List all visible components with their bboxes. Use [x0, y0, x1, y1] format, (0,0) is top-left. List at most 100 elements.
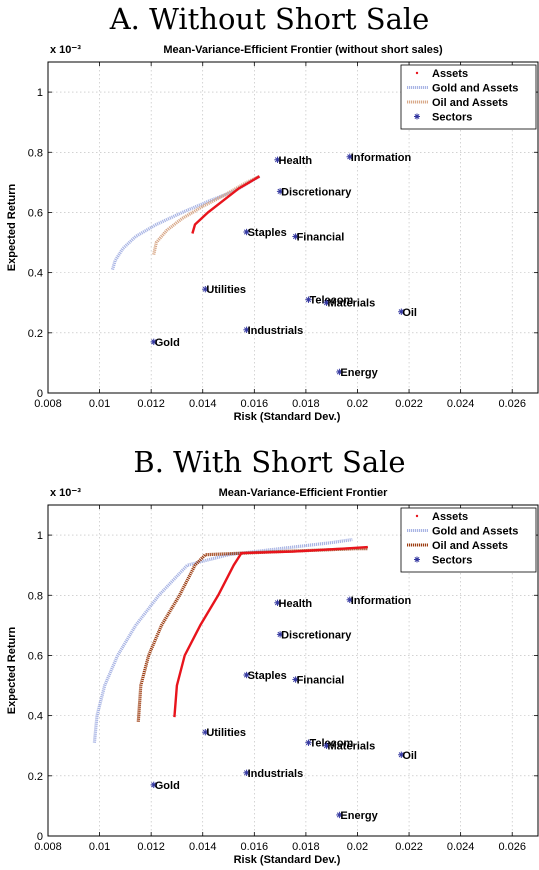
- sector-marker-stroke: [151, 782, 157, 788]
- chart-0-sector-label-health: Health: [279, 155, 313, 167]
- chart-panel-a: 0.008 0.01 0.012 0.014 0.016 0.018 0.02 0.022 0.…: [6, 44, 539, 423]
- chart-0-sector-label-staples: Staples: [248, 227, 287, 239]
- sector-marker-stroke: [277, 631, 283, 637]
- chart-0-sector-label-gold: Gold: [155, 337, 180, 349]
- legend-marker-stroke: [414, 557, 420, 562]
- chart-0-sector-label-financial: Financial: [297, 232, 345, 244]
- chart-1-sector-point-staples: [243, 671, 250, 679]
- chart-1-sector-label-utilities: Utilities: [206, 727, 246, 739]
- chart-1-x-tick-label: 0.016: [241, 841, 269, 853]
- panel-b-heading: B. With Short Sale: [133, 445, 406, 479]
- chart-0-sector-point-discretionary: [276, 188, 284, 195]
- chart-1-y-tick-label: 0.4: [28, 711, 43, 723]
- chart-0-y-tick-label: 0.2: [28, 328, 43, 340]
- chart-1-legend-assets-label: Assets: [432, 511, 468, 523]
- chart-1-sector-point-gold: [150, 781, 157, 789]
- chart-1-sector-label-materials: Materials: [328, 741, 376, 753]
- chart-1-y-tick-label: 1: [37, 530, 43, 542]
- chart-1-y-tick-label: 0.8: [28, 590, 43, 602]
- chart-1-x-axis-label: Risk (Standard Dev.): [234, 854, 341, 866]
- chart-1-x-tick-label: 0.024: [447, 841, 475, 853]
- chart-1-sector-label-industrials: Industrials: [248, 768, 304, 780]
- chart-0-sector-point-energy: [336, 368, 343, 376]
- chart-1-legend-assets-marker: [415, 514, 419, 518]
- chart-0-sector-point-gold: [150, 338, 157, 346]
- chart-0-legend-assets-marker: [415, 71, 419, 75]
- sector-marker-stroke: [305, 297, 312, 303]
- sector-marker-stroke: [292, 676, 299, 683]
- chart-0-sector-point-health: [274, 156, 281, 163]
- chart-1-y-tick-label: 0: [37, 831, 43, 843]
- sector-marker-stroke: [347, 154, 353, 160]
- sector-marker-stroke: [243, 327, 250, 333]
- chart-0-y-tick-label: 1: [37, 87, 43, 99]
- chart-0-sector-point-materials: [323, 299, 330, 306]
- chart-0-x-tick-label: 0.014: [189, 398, 217, 410]
- chart-1-sector-point-oil: [398, 751, 405, 758]
- chart-1-y-tick-label: 0.2: [28, 771, 43, 783]
- chart-1-gold-assets-frontier-line: [92, 538, 353, 743]
- chart-0-sector-label-utilities: Utilities: [206, 284, 246, 296]
- chart-0-y-exponent-label: x 10⁻³: [50, 44, 81, 56]
- chart-0-sector-point-oil: [398, 308, 405, 315]
- chart-0-legend-oil-and-assets-label: Oil and Assets: [432, 97, 508, 109]
- chart-0-axes-box: [47, 61, 539, 394]
- chart-1-y-axis-label: Expected Return: [6, 627, 18, 715]
- sector-marker-stroke: [243, 770, 250, 776]
- chart-0-y-tick-label: 0.4: [28, 268, 43, 280]
- sector-marker-stroke: [336, 369, 343, 375]
- chart-1-axes-box: [47, 504, 539, 837]
- chart-0-x-tick-label: 0.026: [498, 398, 526, 410]
- sector-marker-stroke: [274, 600, 281, 606]
- chart-1-sector-point-telecom: [305, 739, 312, 746]
- chart-1-sector-point-health: [274, 599, 281, 606]
- sector-marker-stroke: [202, 729, 208, 735]
- chart-0-sector-point-information: [346, 153, 353, 160]
- chart-1-x-tick-label: 0.026: [498, 841, 526, 853]
- chart-1-legend-gold-and-assets-label: Gold and Assets: [432, 526, 518, 538]
- sector-marker-stroke: [347, 597, 353, 603]
- chart-1-sector-label-financial: Financial: [297, 675, 345, 687]
- sector-marker-stroke: [336, 812, 343, 818]
- chart-1-sector-label-information: Information: [351, 595, 412, 607]
- chart-1-legend-sectors-label: Sectors: [432, 555, 472, 567]
- chart-panel-b: 0.008 0.01 0.012 0.014 0.016 0.018 0.02 0.022 0.…: [6, 487, 539, 866]
- chart-0-sector-label-industrials: Industrials: [248, 325, 304, 337]
- chart-0-x-tick-label: 0.016: [241, 398, 269, 410]
- chart-0-sector-label-telecom: Telecom: [309, 295, 353, 307]
- chart-0-y-tick-label: 0.8: [28, 147, 43, 159]
- chart-0-x-tick-label: 0.008: [34, 398, 62, 410]
- chart-0-sector-point-financial: [292, 233, 299, 240]
- chart-0-legend-gold-and-assets-label: Gold and Assets: [432, 83, 518, 95]
- chart-1-sector-point-industrials: [243, 769, 250, 777]
- sector-marker-stroke: [243, 229, 250, 235]
- sector-marker-stroke: [398, 752, 404, 758]
- chart-1-assets-frontier-line: [173, 545, 368, 718]
- chart-0-oil-assets-frontier-line: [152, 174, 261, 255]
- chart-1-sector-point-information: [346, 596, 353, 603]
- chart-1-sector-label-gold: Gold: [155, 780, 180, 792]
- sector-marker-stroke: [274, 157, 281, 163]
- chart-1-oil-assets-frontier-line: [136, 547, 368, 722]
- chart-0-sector-label-oil: Oil: [402, 307, 417, 319]
- chart-1-sector-point-utilities: [202, 728, 209, 736]
- chart-1-sector-label-discretionary: Discretionary: [281, 629, 352, 641]
- chart-0-legend-sectors-label: Sectors: [432, 112, 472, 124]
- chart-0-y-tick-label: 0: [37, 388, 43, 400]
- chart-1-sector-label-telecom: Telecom: [309, 738, 353, 750]
- chart-0-sector-label-discretionary: Discretionary: [281, 186, 352, 198]
- chart-0-sector-point-telecom: [305, 296, 312, 303]
- chart-0-y-axis-label: Expected Return: [6, 184, 18, 272]
- chart-1-x-tick-label: 0.022: [395, 841, 423, 853]
- chart-0-legend-box: [400, 64, 537, 130]
- chart-1-sector-point-discretionary: [276, 631, 284, 638]
- chart-1-y-exponent-label: x 10⁻³: [50, 487, 81, 499]
- chart-0-x-tick-label: 0.018: [292, 398, 320, 410]
- legend-marker-stroke: [414, 114, 420, 119]
- chart-1-x-tick-label: 0.01: [89, 841, 110, 853]
- chart-0-sector-point-industrials: [243, 326, 250, 334]
- chart-0-x-tick-label: 0.024: [447, 398, 475, 410]
- chart-1-sector-label-staples: Staples: [248, 670, 287, 682]
- chart-0-x-tick-label: 0.01: [89, 398, 110, 410]
- sector-marker-stroke: [323, 743, 330, 749]
